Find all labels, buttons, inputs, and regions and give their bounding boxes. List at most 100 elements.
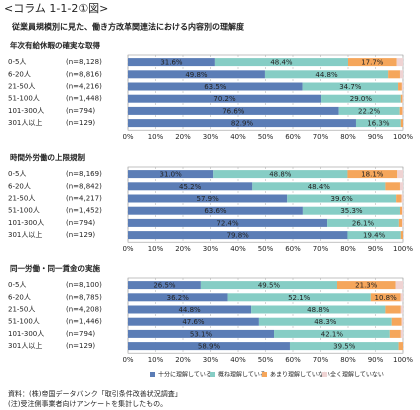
- x-tick-label: 30%: [203, 356, 219, 364]
- n-label: (n=129): [66, 231, 95, 239]
- value-label: 22.2%: [358, 107, 381, 115]
- n-label: (n=8,842): [66, 182, 102, 190]
- x-tick-label: 40%: [230, 245, 246, 253]
- bar-segment: [327, 218, 399, 227]
- x-tick-label: 10%: [148, 133, 164, 141]
- legend-swatch: [150, 372, 155, 377]
- value-label: 48.8%: [269, 171, 292, 179]
- n-label: (n=8,100): [66, 281, 102, 289]
- legend-label: 概ね理解している: [218, 371, 266, 379]
- category-label: 21-50人: [8, 306, 35, 314]
- x-tick-label: 50%: [258, 133, 274, 141]
- bar-segment: [401, 317, 403, 326]
- category-label: 101-300人: [8, 330, 44, 338]
- x-tick-label: 80%: [340, 133, 356, 141]
- value-label: 49.5%: [258, 282, 281, 290]
- bar-segment: [128, 194, 288, 203]
- bar-segment: [398, 82, 402, 91]
- bar-segment: [400, 119, 403, 128]
- value-label: 48.8%: [307, 306, 330, 314]
- bar-segment: [128, 317, 259, 326]
- x-tick-label: 40%: [230, 133, 246, 141]
- value-label: 36.2%: [167, 294, 190, 302]
- bar-segment: [200, 281, 337, 290]
- x-tick-label: 30%: [203, 245, 219, 253]
- bar-segment: [302, 206, 400, 215]
- value-label: 58.9%: [198, 343, 221, 351]
- bar-segment: [370, 293, 401, 302]
- value-label: 42.1%: [321, 330, 344, 338]
- legend-swatch: [262, 372, 267, 377]
- note: (注)受注側事業者向けアンケートを集計したもの。: [8, 399, 167, 408]
- n-label: (n=794): [66, 330, 95, 338]
- value-label: 39.6%: [331, 195, 354, 203]
- n-label: (n=4,217): [66, 195, 102, 203]
- bar-segment: [395, 281, 403, 290]
- n-label: (n=794): [66, 107, 95, 115]
- bar-segment: [128, 305, 252, 314]
- x-tick-label: 80%: [340, 245, 356, 253]
- x-tick-label: 60%: [285, 245, 301, 253]
- bar-segment: [347, 170, 398, 179]
- bar-segment: [391, 317, 402, 326]
- bar-segment: [258, 317, 392, 326]
- subtitle: 従業員規模別に見た、働き方改革関連法における内容別の理解度: [11, 22, 245, 32]
- category-label: 21-50人: [8, 195, 35, 203]
- value-label: 79.8%: [227, 232, 250, 240]
- x-tick-label: 0%: [122, 245, 133, 253]
- bar-segment: [355, 119, 401, 128]
- bar-segment: [402, 106, 403, 115]
- bar-segment: [274, 329, 390, 338]
- bar-segment: [400, 94, 403, 103]
- bar-segment: [128, 281, 201, 290]
- value-label: 47.6%: [182, 318, 205, 326]
- x-tick-label: 70%: [313, 356, 329, 364]
- x-tick-label: 0%: [122, 133, 133, 141]
- bar-segment: [289, 342, 399, 351]
- bar-segment: [251, 305, 386, 314]
- x-tick-label: 90%: [368, 245, 384, 253]
- bar-segment: [128, 231, 348, 240]
- value-label: 16.3%: [367, 120, 390, 128]
- value-label: 18.1%: [361, 171, 384, 179]
- bar-segment: [287, 194, 397, 203]
- legend-swatch: [210, 372, 215, 377]
- bar-segment: [128, 170, 214, 179]
- bar-segment: [302, 82, 399, 91]
- value-label: 48.4%: [308, 183, 331, 191]
- n-label: (n=1,452): [66, 207, 102, 215]
- x-tick-label: 50%: [258, 356, 274, 364]
- bar-segment: [399, 206, 403, 215]
- value-label: 53.1%: [190, 330, 213, 338]
- value-label: 63.5%: [204, 83, 227, 91]
- bar-segment: [128, 293, 228, 302]
- value-label: 70.2%: [213, 95, 236, 103]
- category-label: 0-5人: [8, 281, 26, 289]
- bar-segment: [128, 94, 322, 103]
- n-label: (n=4,208): [66, 306, 102, 314]
- category-label: 0-5人: [8, 58, 26, 66]
- legend-label: 全く理解していない: [330, 371, 384, 379]
- bar-segment: [396, 58, 403, 67]
- x-tick-label: 0%: [122, 356, 133, 364]
- x-tick-label: 40%: [230, 356, 246, 364]
- x-tick-label: 70%: [313, 133, 329, 141]
- x-tick-label: 60%: [285, 356, 301, 364]
- bar-segment: [252, 182, 386, 191]
- x-tick-label: 90%: [368, 133, 384, 141]
- x-tick-label: 80%: [340, 356, 356, 364]
- value-label: 48.4%: [270, 59, 293, 67]
- category-label: 101-300人: [8, 107, 44, 115]
- value-label: 57.9%: [196, 195, 219, 203]
- title: <コラム 1-1-2①図>: [4, 2, 108, 15]
- x-tick-label: 100%: [393, 133, 413, 141]
- bar-segment: [402, 218, 403, 227]
- n-label: (n=1,446): [66, 318, 102, 326]
- bar-segment: [398, 218, 403, 227]
- bar-segment: [400, 329, 403, 338]
- n-label: (n=8,785): [66, 293, 102, 301]
- x-tick-label: 20%: [175, 133, 191, 141]
- bar-segment: [402, 94, 403, 103]
- bar-segment: [128, 58, 215, 67]
